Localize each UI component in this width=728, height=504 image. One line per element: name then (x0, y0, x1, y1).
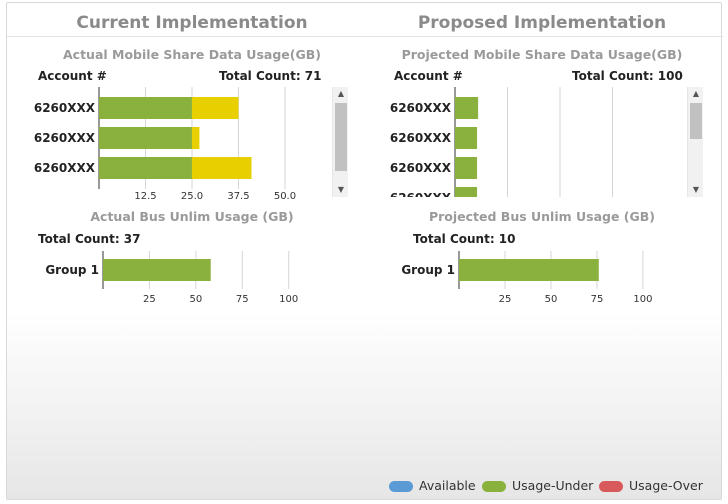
bar-usage-under (455, 127, 478, 149)
x-tick-label: 75 (591, 294, 604, 305)
category-label: 6260XXX (390, 101, 452, 115)
projected-mobile-scrollbar[interactable]: ▲ ▼ (687, 87, 703, 197)
projected-mobile-chart[interactable]: 6260XXX 6260XXX 6260XXX 6260XXX (382, 87, 687, 197)
projected-bus-svg: Group 1 25 50 75 100 (401, 251, 652, 305)
actual-mobile-total-count: Total Count: 71 (219, 69, 322, 83)
x-tick-label: 50.0 (274, 191, 296, 201)
projected-mobile-total-count: Total Count: 100 (572, 69, 683, 83)
legend-label: Available (419, 478, 476, 493)
actual-mobile-scrollbar[interactable]: ▲ ▼ (332, 87, 348, 197)
category-label: 6260XXX (390, 131, 452, 145)
projected-bus-total-count: Total Count: 10 (413, 232, 516, 246)
x-tick-label: 25 (143, 294, 156, 305)
bar-usage-over (191, 97, 239, 119)
actual-bus-chart[interactable]: Group 1 25 50 75 100 (27, 251, 332, 307)
actual-mobile-account-header: Account # (38, 69, 107, 83)
category-label: 6260XXX (390, 161, 452, 175)
header-divider (7, 36, 723, 37)
projected-bus-chart[interactable]: Group 1 25 50 75 100 (382, 251, 687, 307)
x-tick-label: 12.5 (134, 191, 156, 201)
scrollbar-thumb[interactable] (335, 103, 347, 171)
legend-label: Usage-Under (512, 478, 594, 493)
x-tick-label: 25 (499, 294, 512, 305)
scroll-down-arrow-icon[interactable]: ▼ (692, 185, 700, 194)
actual-bus-panel-title: Actual Bus Unlim Usage (GB) (90, 209, 294, 224)
category-label: 6260XXX (34, 101, 96, 115)
x-tick-label: 100 (279, 294, 298, 305)
x-tick-label: 37.5 (227, 191, 249, 201)
x-tick-label: 75 (236, 294, 249, 305)
x-tick-label: 100 (633, 294, 652, 305)
bar-usage-under (99, 127, 192, 149)
x-tick-label: 25.0 (181, 191, 203, 201)
bar-usage-under (99, 97, 192, 119)
scrollbar-thumb[interactable] (690, 103, 702, 139)
category-label: 6260XXX (390, 191, 452, 197)
bar-usage-under (459, 259, 599, 281)
bar-usage-over (191, 127, 200, 149)
bar-usage-under (455, 187, 478, 197)
actual-mobile-chart[interactable]: 6260XXX 6260XXX 6260XXX 12.5 25.0 37.5 50.0 (27, 87, 332, 201)
legend-label: Usage-Over (629, 478, 703, 493)
bar-usage-over (191, 157, 252, 179)
chart-legend: Available Usage-Under Usage-Over (383, 478, 713, 496)
category-label: Group 1 (401, 263, 455, 277)
actual-mobile-svg: 6260XXX 6260XXX 6260XXX 12.5 25.0 37.5 50.0 (34, 87, 296, 201)
bar-usage-under (103, 259, 211, 281)
projected-bus-panel-title: Projected Bus Unlim Usage (GB) (428, 209, 656, 224)
projected-mobile-panel-title: Projected Mobile Share Data Usage(GB) (401, 47, 683, 62)
projected-mobile-svg: 6260XXX 6260XXX 6260XXX 6260XXX (390, 87, 613, 197)
actual-bus-total-count: Total Count: 37 (38, 232, 141, 246)
x-tick-label: 50 (545, 294, 558, 305)
current-implementation-title: Current Implementation (76, 13, 308, 33)
projected-mobile-account-header: Account # (394, 69, 463, 83)
category-label: 6260XXX (34, 131, 96, 145)
x-tick-label: 50 (189, 294, 202, 305)
scroll-up-arrow-icon[interactable]: ▲ (337, 89, 345, 98)
actual-bus-svg: Group 1 25 50 75 100 (45, 251, 298, 305)
legend-swatch-icon (389, 481, 413, 492)
category-label: Group 1 (45, 263, 99, 277)
bar-usage-under (455, 97, 479, 119)
actual-mobile-panel-title: Actual Mobile Share Data Usage(GB) (63, 47, 321, 62)
category-label: 6260XXX (34, 161, 96, 175)
dashboard-frame: Current Implementation Proposed Implemen… (6, 2, 723, 500)
legend-swatch-icon (599, 481, 623, 492)
scroll-down-arrow-icon[interactable]: ▼ (337, 185, 345, 194)
proposed-implementation-title: Proposed Implementation (417, 13, 667, 33)
bar-usage-under (455, 157, 478, 179)
bar-usage-under (99, 157, 192, 179)
legend-swatch-icon (482, 481, 506, 492)
scroll-up-arrow-icon[interactable]: ▲ (692, 89, 700, 98)
